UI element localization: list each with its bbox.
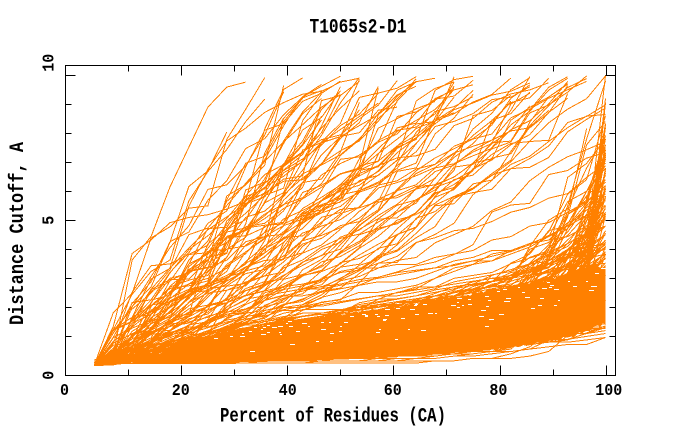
svg-text:10: 10 [41, 54, 60, 72]
svg-text:60: 60 [384, 382, 402, 401]
svg-text:80: 80 [489, 382, 507, 401]
svg-text:T1065s2-D1: T1065s2-D1 [310, 17, 407, 40]
svg-text:Distance Cutoff, A: Distance Cutoff, A [7, 142, 30, 325]
svg-text:40: 40 [279, 382, 297, 401]
svg-text:5: 5 [41, 216, 60, 225]
svg-text:0: 0 [60, 382, 69, 401]
svg-text:20: 20 [172, 382, 190, 401]
svg-text:Percent of Residues (CA): Percent of Residues (CA) [220, 406, 446, 429]
svg-text:0: 0 [41, 371, 60, 380]
svg-text:100: 100 [595, 382, 622, 401]
